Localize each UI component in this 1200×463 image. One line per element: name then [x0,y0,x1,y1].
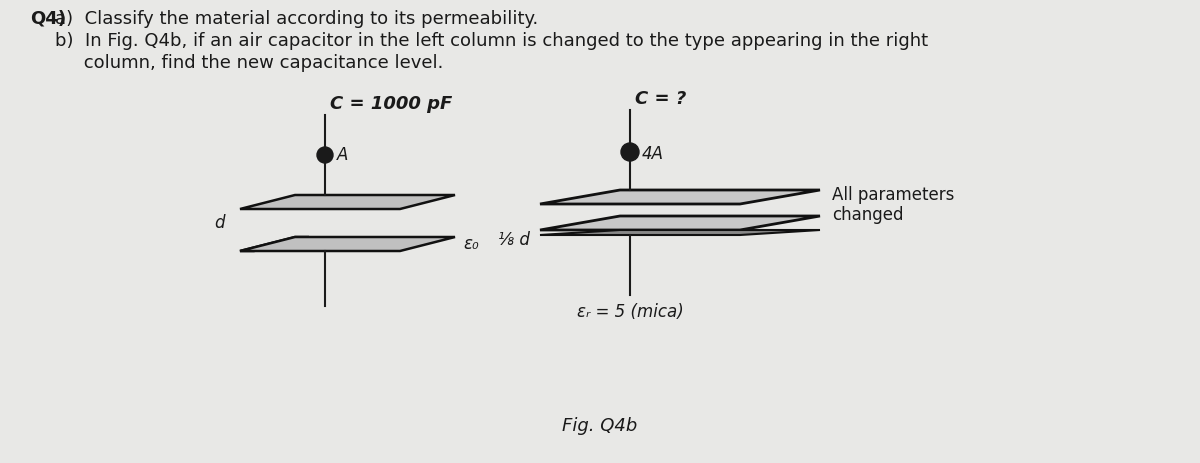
Text: a)  Classify the material according to its permeability.: a) Classify the material according to it… [55,10,539,28]
Text: All parameters
changed: All parameters changed [832,186,954,225]
Text: Q4): Q4) [30,10,66,28]
Circle shape [622,143,640,161]
Text: C = ?: C = ? [635,90,686,108]
Text: A: A [337,146,348,164]
Polygon shape [240,237,310,251]
Text: d: d [215,214,226,232]
Text: C = 1000 pF: C = 1000 pF [330,95,452,113]
Text: Fig. Q4b: Fig. Q4b [563,417,637,435]
Circle shape [317,147,334,163]
Text: ⅛ d: ⅛ d [498,231,530,249]
Text: b)  In Fig. Q4b, if an air capacitor in the left column is changed to the type a: b) In Fig. Q4b, if an air capacitor in t… [55,32,928,50]
Text: ε₀: ε₀ [463,235,479,253]
Polygon shape [540,230,820,235]
Text: εᵣ = 5 (mica): εᵣ = 5 (mica) [577,303,683,321]
Text: 4A: 4A [642,145,664,163]
Text: column, find the new capacitance level.: column, find the new capacitance level. [55,54,443,72]
Polygon shape [240,195,455,209]
Polygon shape [540,190,820,204]
Polygon shape [240,237,455,251]
Polygon shape [540,216,820,230]
